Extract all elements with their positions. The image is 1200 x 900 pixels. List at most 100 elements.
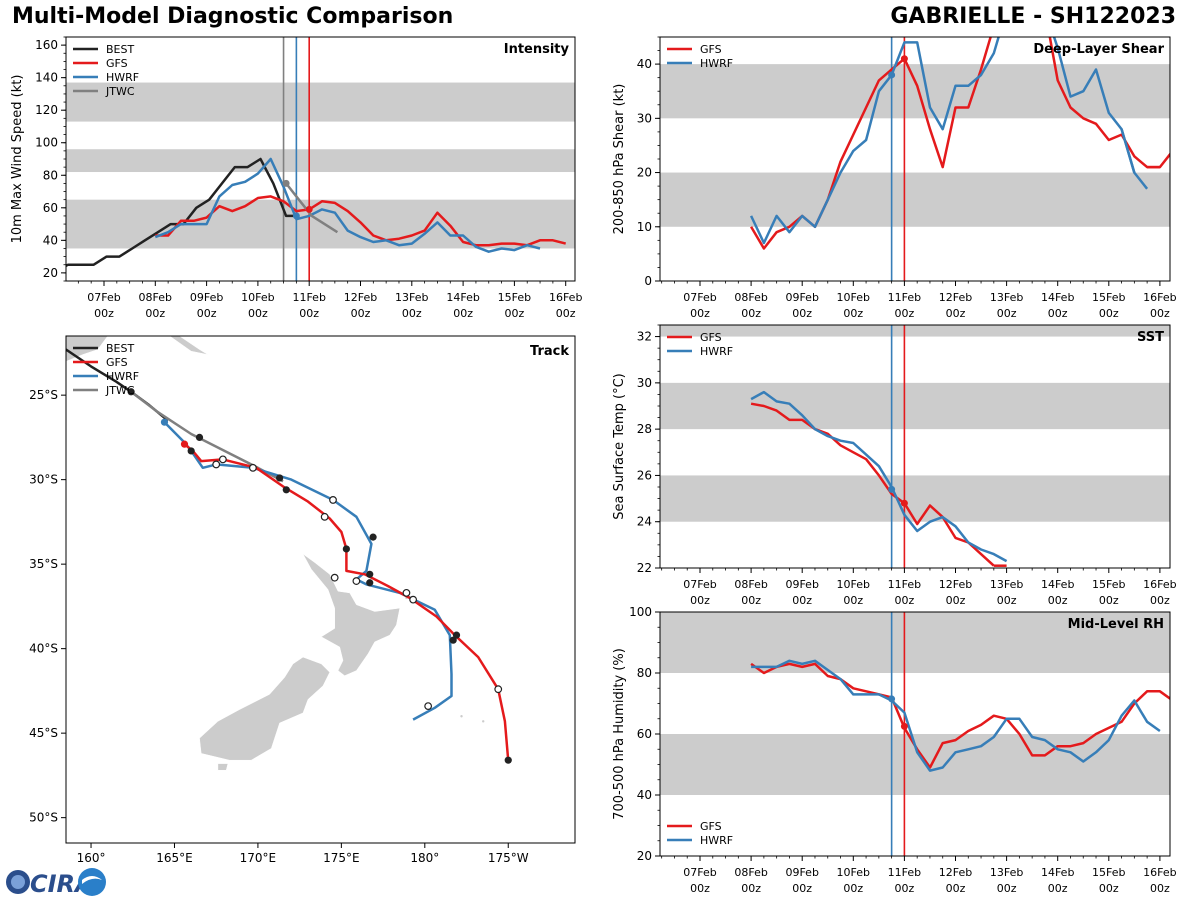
intensity-panel: 20 40 60 80 100 120 140 160 07Feb 00z 08Feb 00z 09Fe… (10, 36, 582, 320)
intensity-ytick-label: 100 (35, 136, 58, 150)
rh-xtick-hour: 00z (690, 882, 710, 895)
sst-ytick-label: 28 (637, 422, 652, 436)
track-plot-area (66, 336, 512, 771)
sst-ytick-label: 26 (637, 468, 652, 482)
track-line-gfs (183, 443, 510, 761)
intensity-xtick-hour: 00z (299, 307, 319, 320)
intensity-plot-area (66, 37, 575, 281)
new-caledonia (169, 336, 209, 355)
sst-plot-area (660, 325, 1170, 568)
shear-xtick-day: 09Feb (785, 291, 818, 304)
track-frame (65, 335, 576, 844)
intensity-ytick-label: 40 (43, 233, 58, 247)
rh-series-hwrf (751, 659, 1161, 772)
shear-plot-area (660, 37, 1170, 281)
shear-ytick-label: 30 (637, 111, 652, 125)
track-legend-label-best: BEST (106, 342, 134, 355)
intensity-xtick-hour: 00z (197, 307, 217, 320)
stewart-island (217, 763, 229, 771)
track-panel: 160° 165°E 170°E 175°E 180° 175°W 25°S 30°S 35°S… (29, 335, 576, 865)
track-point-best (195, 433, 204, 441)
track-point-best (369, 533, 377, 541)
sst-series-hwrf (750, 390, 1008, 563)
new-zealand-north-island (302, 553, 401, 676)
shear-band-0 (660, 172, 1170, 227)
shear-xtick-hour: 00z (843, 307, 863, 320)
rh-xtick-day: 15Feb (1092, 866, 1125, 879)
track-point-open (329, 496, 337, 504)
track-point-best (342, 545, 350, 553)
shear-ytick-label: 20 (637, 166, 652, 180)
shear-xtick-hour: 00z (1099, 307, 1119, 320)
intensity-legend-label-jtwc: JTWC (105, 85, 135, 98)
sst-xtick-hour: 00z (1048, 594, 1068, 607)
rh-xtick-hour: 00z (792, 882, 812, 895)
rh-xtick-hour: 00z (997, 882, 1017, 895)
sst-panel: 22 24 26 28 30 32 07Feb 00z 08Feb 00z 09Feb 00z 10Fe… (612, 324, 1177, 607)
sst-marker-hwrf (888, 485, 896, 493)
track-title: Track (530, 344, 569, 359)
intensity-xtick-hour: 00z (453, 307, 473, 320)
rh-ytick-label: 100 (629, 605, 652, 619)
island-1 (482, 720, 485, 723)
cira-logo-swoosh (82, 876, 102, 884)
island-0 (460, 715, 463, 718)
intensity-xtick-day: 12Feb (344, 291, 377, 304)
track-lon-label: 175°W (488, 851, 529, 865)
intensity-xtick-hour: 00z (145, 307, 165, 320)
sst-xtick-hour: 00z (1099, 594, 1119, 607)
sst-xtick-hour: 00z (741, 594, 761, 607)
track-lon-label: 170°E (240, 851, 277, 865)
track-point-open (352, 577, 361, 585)
shear-title: Deep-Layer Shear (1033, 42, 1164, 57)
track-lon-label: 175°E (323, 851, 360, 865)
track-lat-label: 25°S (29, 388, 58, 402)
sst-ytick-label: 24 (637, 515, 652, 529)
sst-band-1 (660, 382, 1170, 430)
track-point-gfs (180, 440, 189, 448)
shear-xtick-day: 15Feb (1092, 291, 1125, 304)
sst-xtick-day: 11Feb (888, 578, 921, 591)
intensity-xtick-day: 14Feb (446, 291, 479, 304)
intensity-legend-label-best: BEST (106, 43, 134, 56)
shear-xtick-day: 13Feb (990, 291, 1023, 304)
track-point-open (494, 685, 503, 694)
intensity-legend-label-gfs: GFS (106, 57, 128, 70)
intensity-ytick-label: 120 (35, 103, 58, 117)
shear-xtick-hour: 00z (946, 307, 966, 320)
shear-marker-hwrf (888, 71, 896, 79)
shear-legend-label-hwrf: HWRF (700, 57, 733, 70)
track-point-best (282, 486, 290, 494)
shear-xtick-day: 14Feb (1041, 291, 1074, 304)
track-point-best (449, 636, 457, 644)
rh-band-1 (660, 612, 1170, 673)
shear-legend-label-gfs: GFS (700, 43, 722, 56)
shear-xtick-day: 10Feb (837, 291, 870, 304)
track-legend-label-gfs: GFS (106, 356, 128, 369)
shear-series-hwrf (749, 37, 1136, 245)
rh-xtick-day: 16Feb (1143, 866, 1176, 879)
rh-legend-label-hwrf: HWRF (700, 834, 733, 847)
sst-xtick-hour: 00z (690, 594, 710, 607)
intensity-xtick-hour: 00z (402, 307, 422, 320)
rh-series-gfs (750, 662, 1170, 769)
rh-xtick-day: 07Feb (683, 866, 716, 879)
rh-xtick-day: 10Feb (837, 866, 870, 879)
intensity-band-0 (66, 199, 575, 249)
track-point-best (187, 447, 195, 455)
rh-xtick-hour: 00z (895, 882, 915, 895)
sst-frame (659, 324, 1171, 569)
intensity-xtick-day: 16Feb (549, 291, 582, 304)
sst-ytick-label: 32 (637, 330, 652, 344)
intensity-xtick-day: 13Feb (395, 291, 428, 304)
intensity-xtick-hour: 00z (556, 307, 576, 320)
intensity-band-2 (66, 82, 575, 122)
track-lat-label: 30°S (29, 473, 58, 487)
shear-series-gfs-ext (1147, 152, 1170, 169)
intensity-series-gfs (155, 195, 567, 247)
rh-xtick-hour: 00z (1150, 882, 1170, 895)
track-legend-label-jtwc: JTWC (105, 384, 135, 397)
shear-xtick-day: 12Feb (939, 291, 972, 304)
track-point-open (330, 573, 339, 582)
